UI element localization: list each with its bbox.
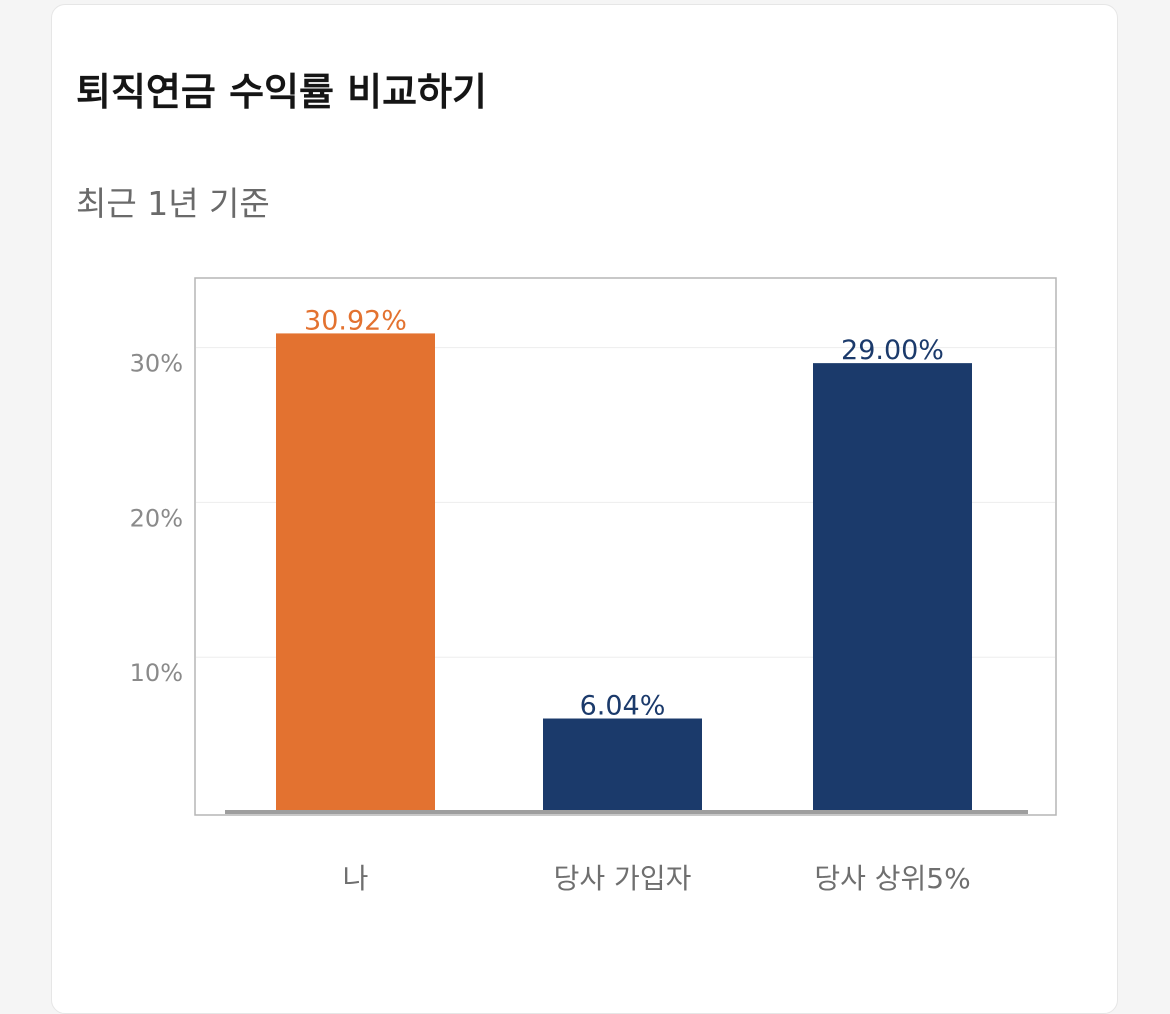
category-labels: 나 당사 가입자 당사 상위5% [343, 862, 971, 895]
category-label: 당사 가입자 [554, 862, 692, 895]
page-title: 퇴직연금 수익률 비교하기 [76, 70, 488, 114]
data-labels: 30.92% 6.04% 29.00% [304, 305, 944, 721]
category-label: 나 [343, 862, 369, 895]
period-subtitle: 최근 1년 기준 [76, 184, 270, 223]
data-label: 29.00% [841, 335, 944, 366]
bar [543, 718, 702, 812]
y-tick-label: 20% [130, 504, 183, 532]
plot-frame [194, 277, 1057, 816]
data-label: 30.92% [304, 305, 407, 336]
y-axis-ticks: 10% 20% 30% [130, 350, 183, 688]
y-tick-label: 10% [130, 659, 183, 687]
y-tick-label: 30% [130, 350, 183, 378]
data-label: 6.04% [580, 691, 666, 722]
bars [276, 333, 972, 812]
category-label: 당사 상위5% [814, 862, 970, 895]
bar [276, 333, 435, 812]
bar [813, 363, 972, 812]
